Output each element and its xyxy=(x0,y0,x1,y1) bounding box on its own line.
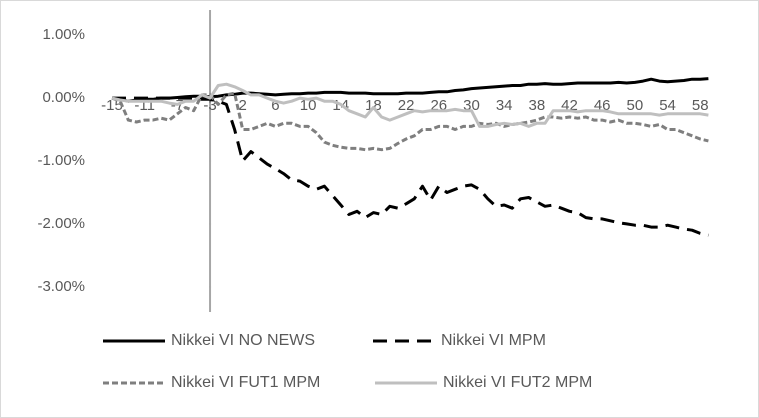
legend-label: Nikkei VI FUT2 MPM xyxy=(443,374,592,391)
series-line xyxy=(111,82,709,128)
y-tick-label: 1.00% xyxy=(42,26,85,43)
x-tick-label: 38 xyxy=(528,97,545,114)
x-tick-label: 22 xyxy=(398,97,415,114)
y-tick-label: -3.00% xyxy=(37,278,85,295)
x-tick-label: 18 xyxy=(365,97,382,114)
x-tick-label: -15 xyxy=(101,97,123,114)
y-tick-label: -2.00% xyxy=(37,215,85,232)
x-tick-label: 6 xyxy=(271,97,279,114)
x-tick-label: 54 xyxy=(659,97,676,114)
x-tick-label: 50 xyxy=(627,97,644,114)
x-tick-label: 2 xyxy=(239,97,247,114)
y-tick-label: 0.00% xyxy=(42,89,85,106)
x-tick-label: 10 xyxy=(300,97,317,114)
series-line xyxy=(112,96,709,237)
x-tick-label: 58 xyxy=(692,97,709,114)
legend-label: Nikkei VI FUT1 MPM xyxy=(171,374,320,391)
legend-label: Nikkei VI NO NEWS xyxy=(171,332,315,349)
x-tick-label: 34 xyxy=(496,97,513,114)
y-tick-label: -1.00% xyxy=(37,152,85,169)
legend-label: Nikkei VI MPM xyxy=(441,332,546,349)
